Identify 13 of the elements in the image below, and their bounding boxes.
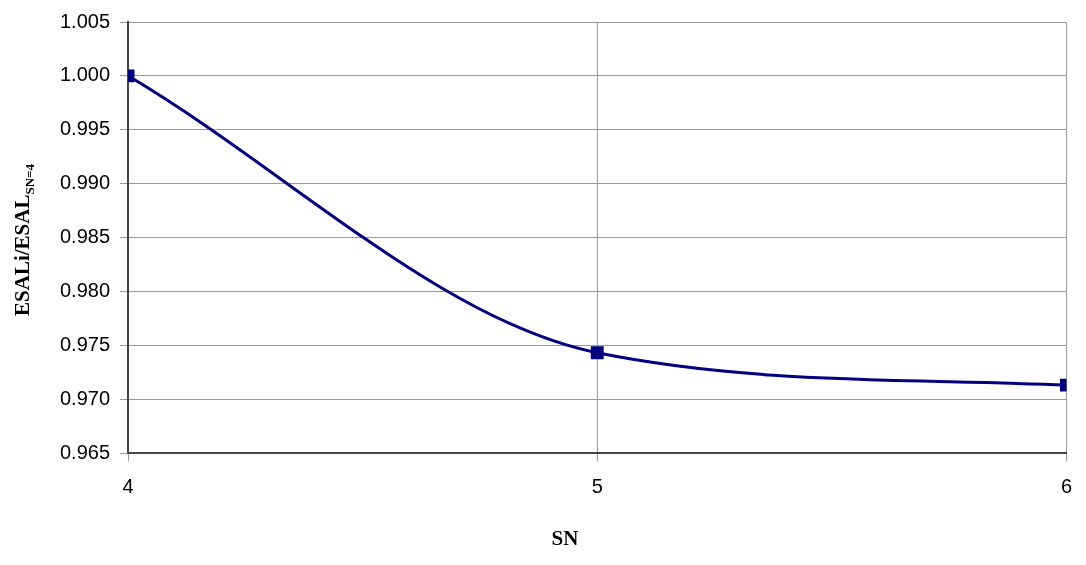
y-tick-label: 0.985 — [59, 225, 111, 248]
y-tick-label: 0.990 — [59, 171, 111, 194]
y-tick-label: 0.980 — [59, 278, 111, 301]
x-axis-title: SN — [551, 525, 579, 551]
x-tick-label: 4 — [122, 474, 134, 497]
y-tick-label: 1.005 — [59, 9, 111, 32]
y-tick-label: 1.000 — [59, 63, 111, 86]
y-tick-label: 0.965 — [59, 440, 111, 463]
y-tick-label: 0.970 — [59, 386, 111, 409]
x-tick-label: 5 — [591, 474, 603, 497]
y-tick-label: 0.995 — [59, 117, 111, 140]
y-tick-label: 0.975 — [59, 332, 111, 355]
x-tick-label: 6 — [1060, 474, 1072, 497]
